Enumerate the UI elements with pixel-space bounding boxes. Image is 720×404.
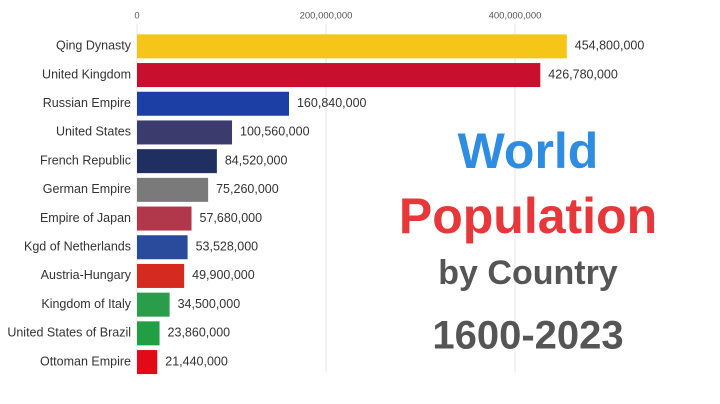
x-tick-label: 200,000,000 [300, 11, 353, 22]
category-label: Austria-Hungary [41, 268, 132, 282]
category-label: Qing Dynasty [56, 39, 132, 53]
category-label: Ottoman Empire [40, 354, 131, 368]
x-tick-label: 400,000,000 [489, 11, 542, 22]
category-label: Kingdom of Italy [41, 297, 131, 311]
value-label: 454,800,000 [575, 39, 645, 53]
value-label: 100,560,000 [240, 125, 310, 139]
bar [137, 91, 289, 116]
value-label: 84,520,000 [225, 153, 288, 167]
x-tick-label: 0 [134, 11, 139, 22]
bar [137, 206, 192, 231]
value-label: 49,900,000 [192, 268, 255, 282]
title-line: by Country [438, 254, 618, 292]
category-label: Kgd of Netherlands [24, 240, 131, 254]
value-label: 21,440,000 [165, 354, 228, 368]
bar [137, 34, 567, 59]
title-line: World [458, 123, 599, 179]
value-label: 53,528,000 [196, 240, 259, 254]
category-label: German Empire [43, 182, 131, 196]
value-label: 160,840,000 [297, 96, 367, 110]
value-label: 23,860,000 [168, 326, 231, 340]
value-label: 426,780,000 [548, 67, 618, 81]
bar [137, 235, 188, 260]
category-label: French Republic [40, 153, 131, 167]
bar [137, 177, 209, 202]
bar [137, 149, 217, 174]
bar [137, 63, 541, 88]
category-label: Russian Empire [43, 96, 131, 110]
bar [137, 350, 158, 375]
category-label: Empire of Japan [40, 211, 131, 225]
category-label: United States [56, 125, 131, 139]
bar [137, 321, 160, 346]
value-label: 57,680,000 [200, 211, 263, 225]
bar [137, 120, 233, 145]
title-line: Population [399, 188, 657, 244]
category-label: United States of Brazil [7, 326, 131, 340]
bar [137, 263, 185, 288]
value-label: 75,260,000 [216, 182, 279, 196]
value-label: 34,500,000 [178, 297, 241, 311]
bar [137, 292, 170, 317]
title-line: 1600-2023 [432, 314, 623, 358]
category-label: United Kingdom [42, 67, 131, 81]
